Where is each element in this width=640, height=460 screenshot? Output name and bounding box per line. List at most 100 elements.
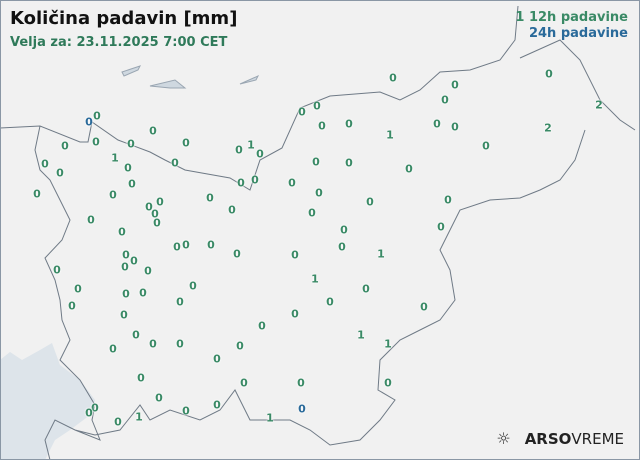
station-value: 0 — [151, 207, 159, 221]
station-value: 0 — [338, 240, 346, 254]
sun-cloud-icon: ☼ — [496, 429, 511, 448]
station-value: 0 — [149, 337, 157, 351]
station-value: 0 — [118, 225, 126, 239]
station-value: 0 — [85, 115, 93, 129]
station-value: 0 — [68, 299, 76, 313]
station-value: 0 — [258, 319, 266, 333]
station-value: 0 — [171, 156, 179, 170]
station-value: 0 — [482, 139, 490, 153]
station-value: 0 — [441, 93, 449, 107]
legend-12h-label: 12h padavine — [528, 10, 628, 25]
station-value: 0 — [384, 376, 392, 390]
station-value: 0 — [122, 248, 130, 262]
logo-light: VREME — [571, 429, 624, 448]
station-value: 0 — [237, 176, 245, 190]
station-value: 0 — [61, 139, 69, 153]
station-value: 0 — [128, 177, 136, 191]
station-value: 0 — [291, 307, 299, 321]
station-value: 1 — [357, 328, 365, 342]
valid-time: Velja za: 23.11.2025 7:00 CET — [10, 35, 228, 50]
station-value: 0 — [121, 260, 129, 274]
station-value: 0 — [235, 143, 243, 157]
arso-logo[interactable]: ☼ ARSOVREME — [496, 429, 624, 448]
station-value: 0 — [251, 173, 259, 187]
station-value: 0 — [340, 223, 348, 237]
station-value: 0 — [236, 339, 244, 353]
station-value: 0 — [182, 404, 190, 418]
logo-bold: ARSO — [524, 429, 572, 448]
station-value: 0 — [256, 147, 264, 161]
station-value: 0 — [33, 187, 41, 201]
station-value: 1 — [135, 410, 143, 424]
station-value: 2 — [544, 121, 552, 135]
station-value: 0 — [56, 166, 64, 180]
station-value: 0 — [313, 99, 321, 113]
station-value: 0 — [182, 136, 190, 150]
station-value: 0 — [189, 279, 197, 293]
sea — [0, 343, 95, 460]
station-value: 0 — [53, 263, 61, 277]
station-value: 0 — [109, 188, 117, 202]
station-value: 0 — [130, 254, 138, 268]
station-value: 0 — [153, 216, 161, 230]
station-value: 0 — [345, 117, 353, 131]
station-value: 0 — [312, 155, 320, 169]
station-value: 0 — [326, 295, 334, 309]
station-value: 0 — [444, 193, 452, 207]
station-value: 0 — [182, 238, 190, 252]
legend-sample-value: 1 — [515, 10, 525, 25]
station-value: 1 — [266, 411, 274, 425]
station-value: 0 — [206, 191, 214, 205]
station-value: 0 — [362, 282, 370, 296]
lake — [121, 65, 260, 89]
station-value: 1 — [311, 272, 319, 286]
station-value: 0 — [213, 352, 221, 366]
station-value: 0 — [114, 415, 122, 429]
station-value: 0 — [132, 328, 140, 342]
station-value: 0 — [124, 161, 132, 175]
station-value: 0 — [176, 295, 184, 309]
legend-24h: 24h padavine — [528, 26, 628, 41]
station-value: 1 — [386, 128, 394, 142]
station-value: 0 — [173, 240, 181, 254]
station-value: 0 — [93, 109, 101, 123]
station-value: 1 — [377, 247, 385, 261]
station-value: 1 — [247, 138, 255, 152]
station-value: 0 — [145, 200, 153, 214]
legend: 1 12h padavine 24h padavine — [515, 10, 628, 42]
station-value: 0 — [74, 282, 82, 296]
station-value: 0 — [109, 342, 117, 356]
country-border — [0, 5, 636, 460]
station-value: 0 — [213, 398, 221, 412]
station-value: 0 — [176, 337, 184, 351]
station-value: 0 — [207, 238, 215, 252]
map-title: Količina padavin [mm] — [10, 8, 238, 29]
station-value: 0 — [228, 203, 236, 217]
station-value: 0 — [156, 195, 164, 209]
station-value: 0 — [389, 71, 397, 85]
station-value: 0 — [92, 135, 100, 149]
station-value: 0 — [451, 78, 459, 92]
station-value: 0 — [405, 162, 413, 176]
station-value: 0 — [87, 213, 95, 227]
station-value: 0 — [308, 206, 316, 220]
station-value: 0 — [366, 195, 374, 209]
station-value: 0 — [127, 137, 135, 151]
station-value: 0 — [120, 308, 128, 322]
station-value: 0 — [149, 124, 157, 138]
station-value: 0 — [345, 156, 353, 170]
station-value: 0 — [233, 247, 241, 261]
station-value: 0 — [288, 176, 296, 190]
station-value: 0 — [85, 406, 93, 420]
station-value: 0 — [298, 402, 306, 416]
station-value: 0 — [137, 371, 145, 385]
logo-text: ARSOVREME — [525, 430, 624, 448]
station-value: 0 — [144, 264, 152, 278]
station-value: 0 — [155, 391, 163, 405]
station-value: 0 — [291, 248, 299, 262]
legend-12h: 1 12h padavine — [515, 10, 628, 26]
station-value: 1 — [111, 151, 119, 165]
station-value: 0 — [433, 117, 441, 131]
station-value: 0 — [91, 401, 99, 415]
